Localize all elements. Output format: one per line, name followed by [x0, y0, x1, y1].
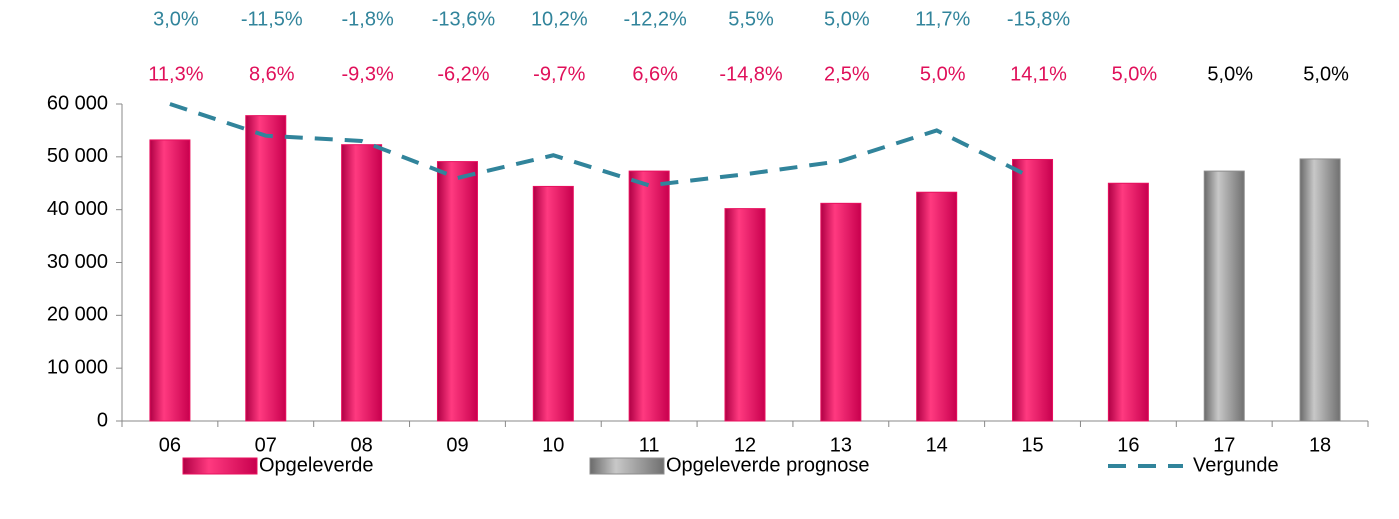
x-tick-label: 16	[1117, 434, 1139, 456]
x-tick-label: 14	[926, 434, 948, 456]
x-tick-label: 10	[542, 434, 564, 456]
bar	[436, 161, 478, 422]
x-tick-label: 12	[734, 434, 756, 456]
x-tick-label: 17	[1213, 434, 1235, 456]
y-tick-label: 50 000	[47, 145, 108, 167]
y-tick-label: 60 000	[47, 92, 108, 114]
x-tick-label: 15	[1021, 434, 1043, 456]
bar	[245, 115, 287, 422]
legend-swatch	[182, 457, 258, 475]
data-label: -14,8%	[719, 63, 783, 85]
x-tick-label: 18	[1309, 434, 1331, 456]
data-label: 5,5%	[728, 8, 774, 30]
y-tick-label: 40 000	[47, 198, 108, 220]
data-label: -9,3%	[341, 63, 393, 85]
data-label: 6,6%	[632, 63, 678, 85]
bar	[149, 139, 191, 422]
legend-label: Vergunde	[1193, 454, 1279, 476]
data-label: 5,0%	[1112, 63, 1158, 85]
bar	[1203, 170, 1245, 422]
y-tick-label: 0	[97, 409, 108, 431]
line	[169, 102, 1034, 188]
data-label: -12,2%	[623, 8, 687, 30]
data-label: -15,8%	[1007, 8, 1071, 30]
x-tick-label: 06	[159, 434, 181, 456]
bar	[1012, 158, 1054, 422]
data-label: -9,7%	[533, 63, 585, 85]
x-tick-label: 08	[350, 434, 372, 456]
data-label: 5,0%	[1207, 63, 1253, 85]
x-tick-label: 13	[830, 434, 852, 456]
data-label: 11,7%	[915, 8, 970, 30]
bar	[532, 185, 574, 422]
bar	[1299, 158, 1341, 422]
data-label: 14,1%	[1010, 63, 1067, 85]
x-tick-label: 09	[446, 434, 468, 456]
data-label: 5,0%	[824, 8, 870, 30]
legend-swatch	[589, 457, 665, 475]
data-label: 3,0%	[153, 8, 199, 30]
data-label: 5,0%	[1303, 63, 1349, 85]
legend-label: Opgeleverde prognose	[666, 454, 869, 476]
y-tick-label: 20 000	[47, 304, 108, 326]
data-label: 5,0%	[920, 63, 966, 85]
y-tick-label: 10 000	[47, 356, 108, 378]
bar	[820, 202, 862, 422]
bar	[1107, 182, 1149, 422]
data-label: -13,6%	[432, 8, 496, 30]
y-tick-label: 30 000	[47, 251, 108, 273]
data-label: -11,5%	[241, 8, 303, 30]
bar	[916, 191, 958, 422]
x-tick-label: 11	[639, 434, 660, 456]
x-tick-label: 07	[255, 434, 277, 456]
data-label: 2,5%	[824, 63, 870, 85]
data-label: 11,3%	[148, 63, 203, 85]
legend-label: Opgeleverde	[259, 454, 374, 476]
bar	[341, 144, 383, 422]
data-label: -1,8%	[341, 8, 393, 30]
bar	[724, 208, 766, 422]
data-label: -6,2%	[437, 63, 489, 85]
data-label: 8,6%	[249, 63, 295, 85]
data-label: 10,2%	[531, 8, 588, 30]
bar	[628, 170, 670, 422]
